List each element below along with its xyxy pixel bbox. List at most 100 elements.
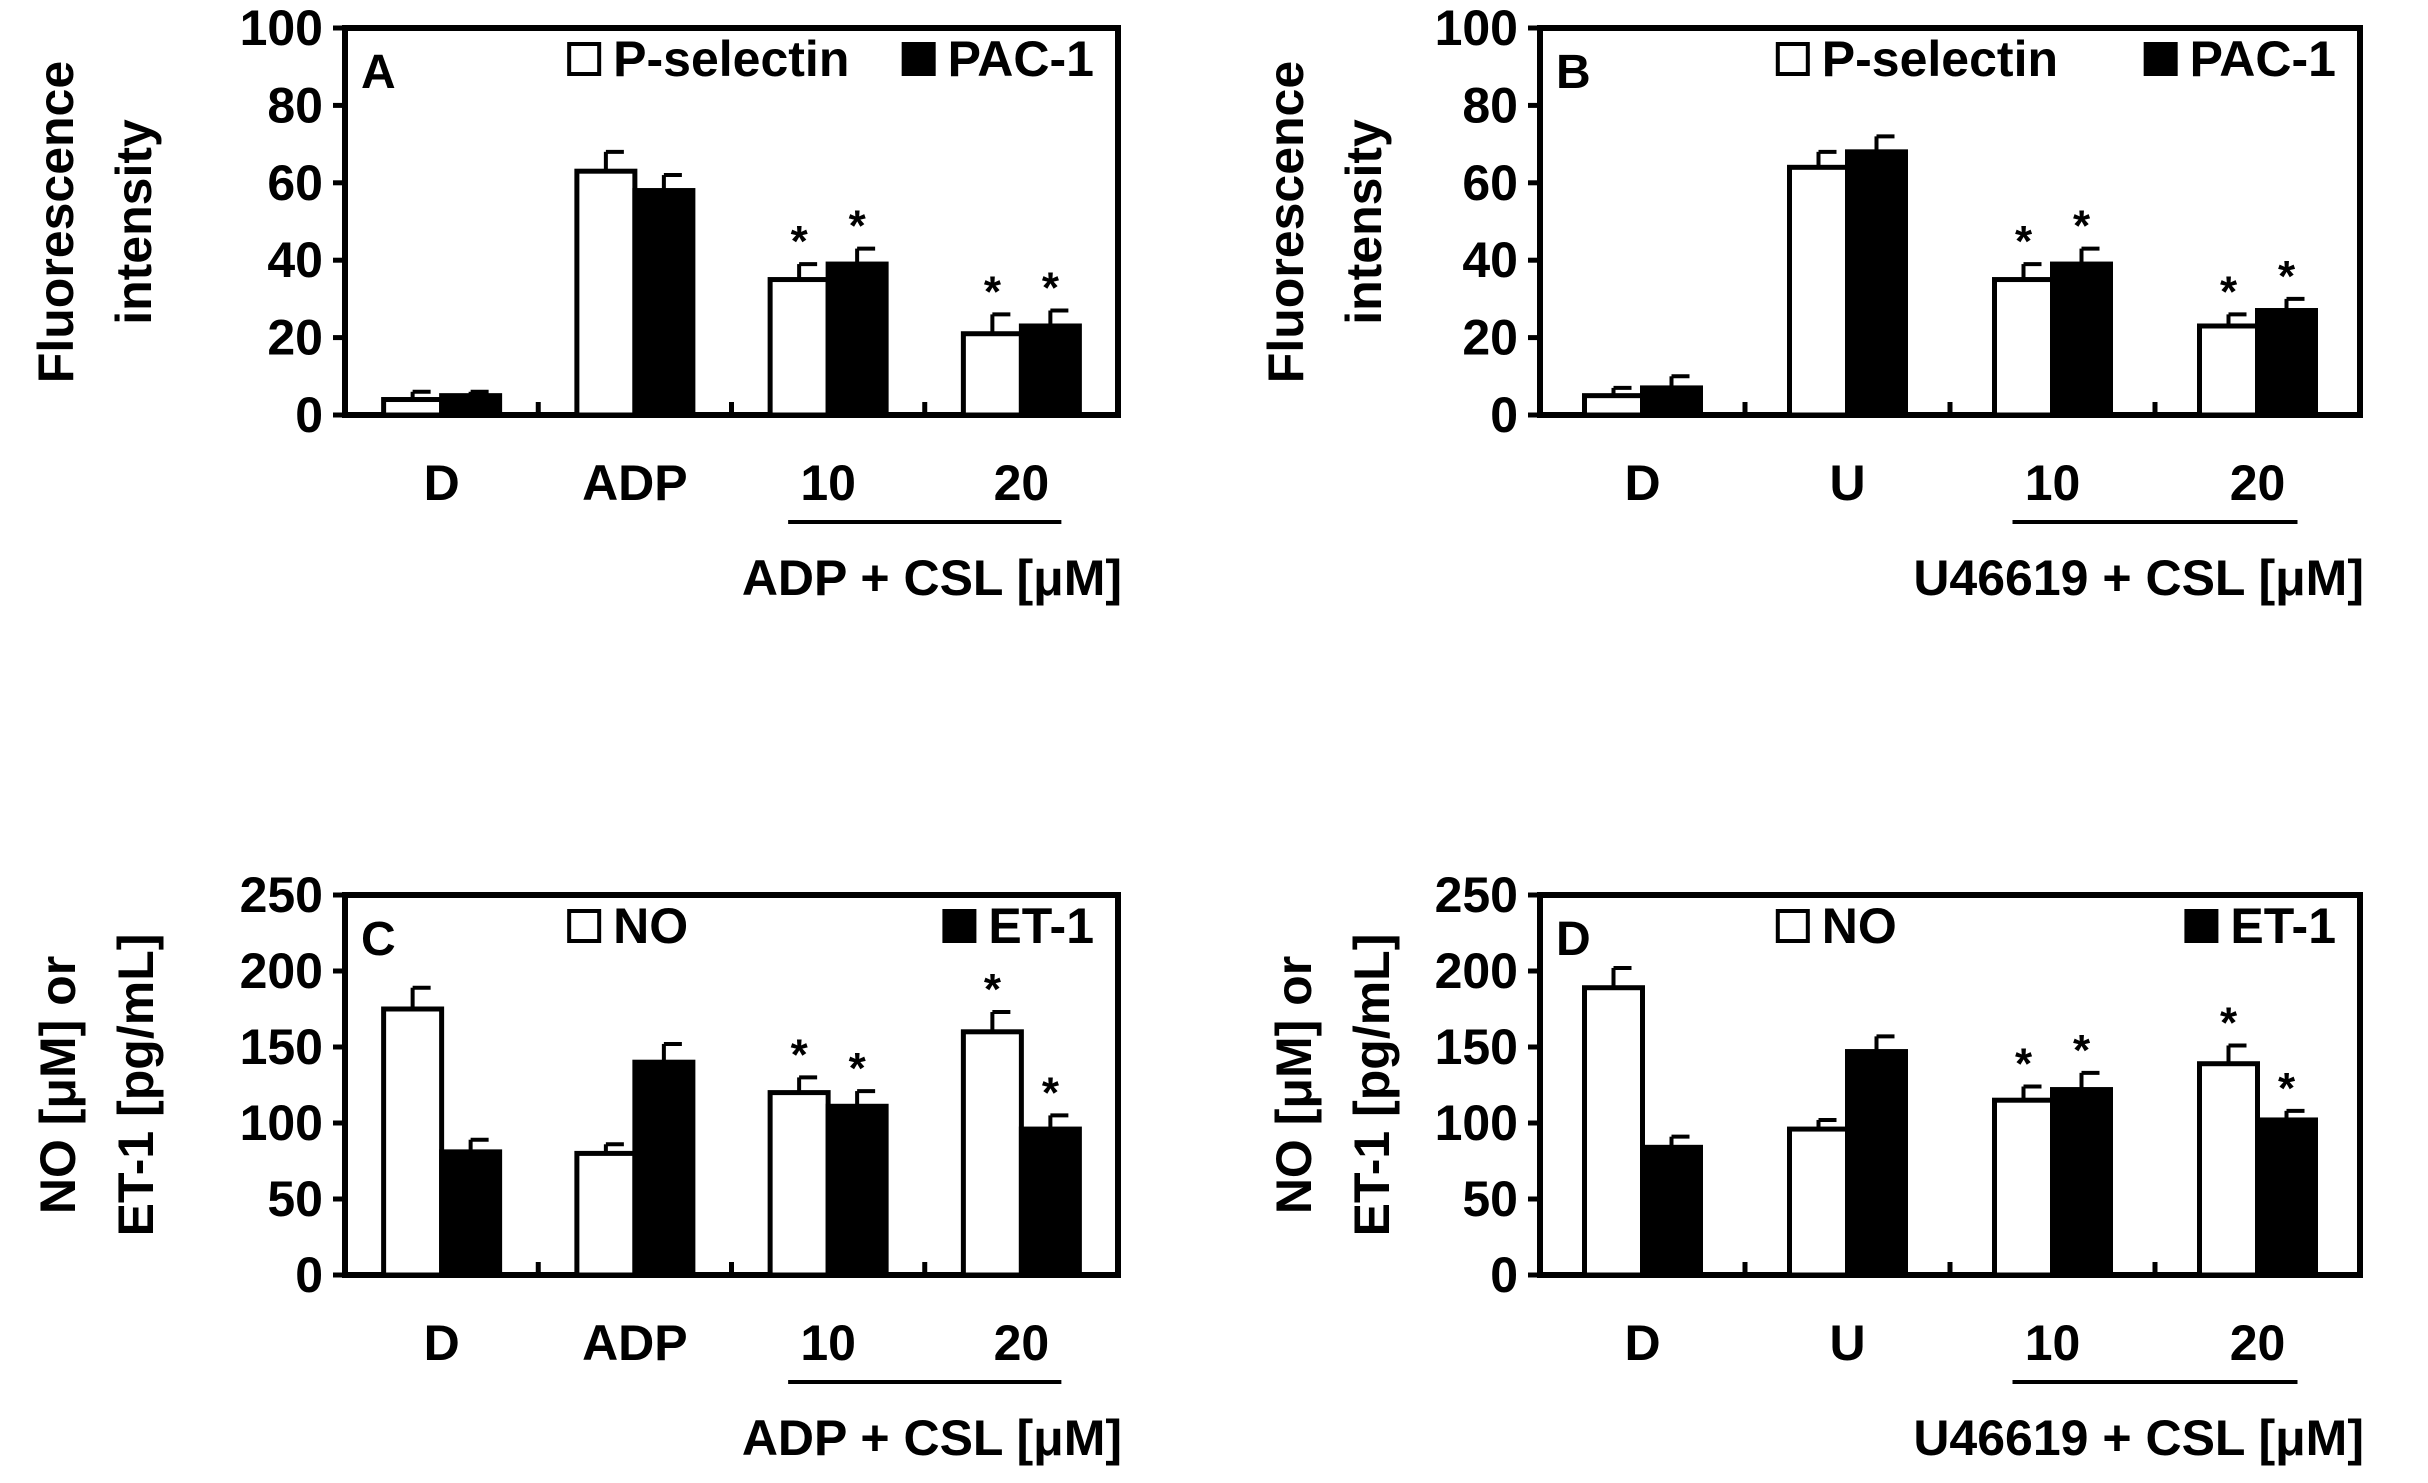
legend-swatch bbox=[1775, 909, 1810, 943]
legend-label: ET-1 bbox=[988, 898, 1094, 954]
y-axis-label: Fluorescence bbox=[1258, 61, 1314, 383]
bar-pac-1 bbox=[2255, 308, 2318, 418]
y-tick-label: 150 bbox=[1435, 1019, 1518, 1075]
bar-p-selectin bbox=[960, 331, 1024, 418]
x-category-label: 20 bbox=[2230, 1315, 2286, 1371]
y-tick-label: 0 bbox=[1490, 1247, 1518, 1303]
y-tick-label: 40 bbox=[267, 232, 323, 288]
x-category-label: 10 bbox=[800, 1315, 856, 1371]
bar-p-selectin bbox=[767, 277, 831, 418]
y-tick-label: 100 bbox=[1435, 1095, 1518, 1151]
bar-p-selectin bbox=[574, 168, 638, 418]
y-tick-label: 250 bbox=[1435, 867, 1518, 923]
legend-label: PAC-1 bbox=[2190, 31, 2336, 87]
bar-no bbox=[1787, 1126, 1850, 1278]
significance-marker: * bbox=[984, 267, 1002, 316]
bar-et-1 bbox=[1640, 1144, 1703, 1278]
y-tick-label: 100 bbox=[1435, 0, 1518, 56]
y-axis-label: intensity bbox=[106, 119, 162, 325]
significance-marker: * bbox=[2073, 202, 2091, 251]
significance-marker: * bbox=[2015, 1040, 2033, 1089]
significance-marker: * bbox=[849, 202, 867, 251]
y-tick-label: 200 bbox=[1435, 943, 1518, 999]
bar-pac-1 bbox=[1640, 385, 1703, 418]
legend-swatch bbox=[567, 42, 602, 76]
x-category-label: 10 bbox=[800, 455, 856, 511]
x-category-label: D bbox=[1624, 455, 1660, 511]
bar-pac-1 bbox=[1845, 149, 1908, 418]
legend-swatch bbox=[942, 909, 977, 943]
bar-p-selectin bbox=[1787, 164, 1850, 418]
x-category-label: 20 bbox=[994, 455, 1050, 511]
legend-swatch bbox=[2184, 909, 2219, 943]
y-tick-label: 60 bbox=[267, 155, 323, 211]
bar-et-1 bbox=[2255, 1117, 2318, 1278]
chart-panel-c: 0 50 100 150 200 250 NO [μM] or ET-1 [pg/mL] D AD… bbox=[30, 867, 1122, 1466]
y-tick-label: 200 bbox=[240, 943, 323, 999]
bar-no bbox=[960, 1029, 1024, 1278]
x-category-label: D bbox=[1624, 1315, 1660, 1371]
y-tick-label: 50 bbox=[1462, 1171, 1518, 1227]
y-axis-label: Fluorescence bbox=[28, 61, 84, 383]
y-tick-label: 0 bbox=[295, 1247, 323, 1303]
x-category-label: 10 bbox=[2025, 1315, 2081, 1371]
y-tick-label: 0 bbox=[295, 387, 323, 443]
significance-marker: * bbox=[2278, 252, 2296, 301]
legend-label: P-selectin bbox=[613, 31, 849, 87]
significance-marker: * bbox=[2073, 1026, 2091, 1075]
x-group-label: U46619 + CSL [μM] bbox=[1913, 550, 2364, 606]
panel-letter: D bbox=[1556, 913, 1591, 966]
legend-label: NO bbox=[1822, 898, 1897, 954]
bar-p-selectin bbox=[1582, 393, 1645, 418]
panel-letter: A bbox=[361, 46, 396, 99]
panel-letter: B bbox=[1556, 46, 1591, 99]
legend-swatch bbox=[901, 42, 936, 76]
y-tick-label: 20 bbox=[267, 310, 323, 366]
significance-marker: * bbox=[2278, 1064, 2296, 1113]
y-axis-label: intensity bbox=[1336, 119, 1392, 325]
x-category-label: U bbox=[1829, 1315, 1865, 1371]
y-tick-label: 80 bbox=[1462, 77, 1518, 133]
significance-marker: * bbox=[791, 217, 809, 266]
bar-pac-1 bbox=[439, 393, 503, 418]
significance-marker: * bbox=[2220, 998, 2238, 1047]
y-axis-label: NO [μM] or bbox=[1266, 956, 1322, 1214]
y-tick-label: 40 bbox=[1462, 232, 1518, 288]
bar-p-selectin bbox=[2197, 323, 2260, 418]
x-category-label: 20 bbox=[994, 1315, 1050, 1371]
bar-et-1 bbox=[1018, 1126, 1082, 1278]
y-tick-label: 20 bbox=[1462, 310, 1518, 366]
bar-et-1 bbox=[1845, 1049, 1908, 1278]
bar-et-1 bbox=[439, 1149, 503, 1278]
bar-pac-1 bbox=[632, 188, 696, 418]
legend-label: NO bbox=[613, 898, 688, 954]
bar-p-selectin bbox=[1992, 277, 2055, 418]
bar-pac-1 bbox=[1018, 323, 1082, 418]
legend-swatch bbox=[567, 909, 602, 943]
y-tick-label: 60 bbox=[1462, 155, 1518, 211]
y-axis-label: ET-1 [pg/mL] bbox=[1344, 934, 1400, 1237]
y-tick-label: 100 bbox=[240, 0, 323, 56]
x-category-label: 10 bbox=[2025, 455, 2081, 511]
x-category-label: D bbox=[424, 1315, 460, 1371]
significance-marker: * bbox=[1042, 264, 1060, 313]
bar-no bbox=[574, 1150, 638, 1278]
bar-et-1 bbox=[632, 1059, 696, 1278]
y-tick-label: 100 bbox=[240, 1095, 323, 1151]
x-group-label: ADP + CSL [μM] bbox=[742, 1410, 1122, 1466]
significance-marker: * bbox=[791, 1030, 809, 1079]
significance-marker: * bbox=[2015, 217, 2033, 266]
bar-et-1 bbox=[2050, 1087, 2113, 1278]
panel-letter: C bbox=[361, 913, 396, 966]
x-category-label: U bbox=[1829, 455, 1865, 511]
y-tick-label: 250 bbox=[240, 867, 323, 923]
bar-pac-1 bbox=[825, 261, 889, 418]
legend-label: ET-1 bbox=[2230, 898, 2336, 954]
y-tick-label: 0 bbox=[1490, 387, 1518, 443]
bar-no bbox=[1582, 985, 1645, 1278]
x-group-label: ADP + CSL [μM] bbox=[742, 550, 1122, 606]
y-tick-label: 50 bbox=[267, 1171, 323, 1227]
significance-marker: * bbox=[984, 965, 1002, 1014]
legend-swatch bbox=[2143, 42, 2178, 76]
